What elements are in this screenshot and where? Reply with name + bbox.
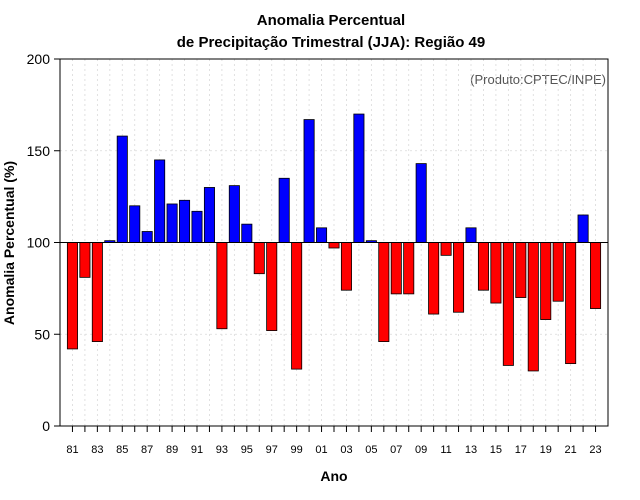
- x-tick-label: 91: [191, 444, 203, 456]
- x-tick-label: 19: [540, 444, 552, 456]
- x-tick-label: 87: [141, 444, 153, 456]
- bar-15: [490, 242, 502, 304]
- bar-03: [340, 242, 352, 291]
- x-tick-label: 09: [415, 444, 427, 456]
- bar-23: [590, 242, 602, 309]
- bar-layer: [66, 113, 602, 372]
- bar-14: [477, 242, 489, 291]
- bar-99: [291, 242, 303, 370]
- x-tick-label: 03: [340, 444, 352, 456]
- bar-12: [453, 242, 465, 313]
- x-tick-label: 21: [565, 444, 577, 456]
- bar-17: [515, 242, 527, 298]
- bar-91: [191, 210, 203, 243]
- bar-10: [428, 242, 440, 315]
- bar-81: [66, 242, 78, 350]
- x-tick-label: 85: [116, 444, 128, 456]
- bar-22: [577, 214, 589, 243]
- bar-92: [203, 187, 215, 243]
- bar-11: [440, 242, 452, 256]
- y-tick-label: 200: [27, 51, 51, 67]
- x-tick-label: 97: [266, 444, 278, 456]
- bar-88: [154, 159, 166, 243]
- x-tick-label: 93: [216, 444, 228, 456]
- x-axis-label: Ano: [320, 468, 347, 484]
- x-tick-label: 11: [440, 444, 451, 456]
- bar-18: [527, 242, 539, 372]
- credit-text: (Produto:CPTEC/INPE): [470, 72, 606, 87]
- x-tick-label: 17: [515, 444, 527, 456]
- bar-13: [465, 227, 477, 243]
- y-axis-label: Anomalia Percentual (%): [1, 161, 17, 325]
- bar-98: [278, 177, 290, 243]
- x-tick-label: 15: [490, 444, 502, 456]
- bar-07: [390, 242, 402, 295]
- x-tick-label: 89: [166, 444, 178, 456]
- x-tick-label: 01: [315, 444, 327, 456]
- y-tick-label: 0: [42, 418, 50, 434]
- bar-96: [253, 242, 265, 275]
- x-tick-label: 05: [365, 444, 377, 456]
- bar-86: [129, 205, 141, 243]
- bar-01: [316, 227, 328, 243]
- bar-93: [216, 242, 228, 330]
- bar-19: [540, 242, 552, 320]
- bar-87: [141, 231, 153, 243]
- bar-00: [303, 119, 315, 243]
- x-tick-label: 83: [91, 444, 103, 456]
- bar-89: [166, 203, 178, 243]
- x-tick-label: 13: [465, 444, 477, 456]
- x-tick-label: 07: [390, 444, 402, 456]
- x-tick-label: 99: [291, 444, 303, 456]
- bar-08: [403, 242, 415, 295]
- bar-90: [179, 199, 191, 243]
- bar-82: [79, 242, 91, 278]
- axis-layer: 0 50 100 150 200 81 83 85 87 89 91 93 95 97 99 01 03 05 07…: [27, 51, 609, 456]
- y-tick-label: 100: [27, 235, 51, 251]
- bar-16: [502, 242, 514, 366]
- y-tick-label: 150: [27, 143, 51, 159]
- bar-85: [116, 135, 128, 243]
- bar-09: [415, 163, 427, 243]
- x-tick-label: 95: [241, 444, 253, 456]
- bar-95: [241, 223, 253, 243]
- x-tick-label: 23: [589, 444, 601, 456]
- chart-title-line2: de Precipitação Trimestral (JJA): Região…: [177, 34, 485, 51]
- chart-title-line1: Anomalia Percentual: [257, 12, 405, 29]
- x-tick-label: 81: [66, 444, 78, 456]
- bar-83: [91, 242, 103, 342]
- bar-02: [328, 242, 340, 249]
- bar-21: [565, 242, 577, 365]
- bar-97: [266, 242, 278, 331]
- bar-04: [353, 113, 365, 243]
- bar-20: [552, 242, 564, 302]
- bar-94: [228, 185, 240, 243]
- bar-06: [378, 242, 390, 342]
- y-tick-label: 50: [34, 326, 50, 342]
